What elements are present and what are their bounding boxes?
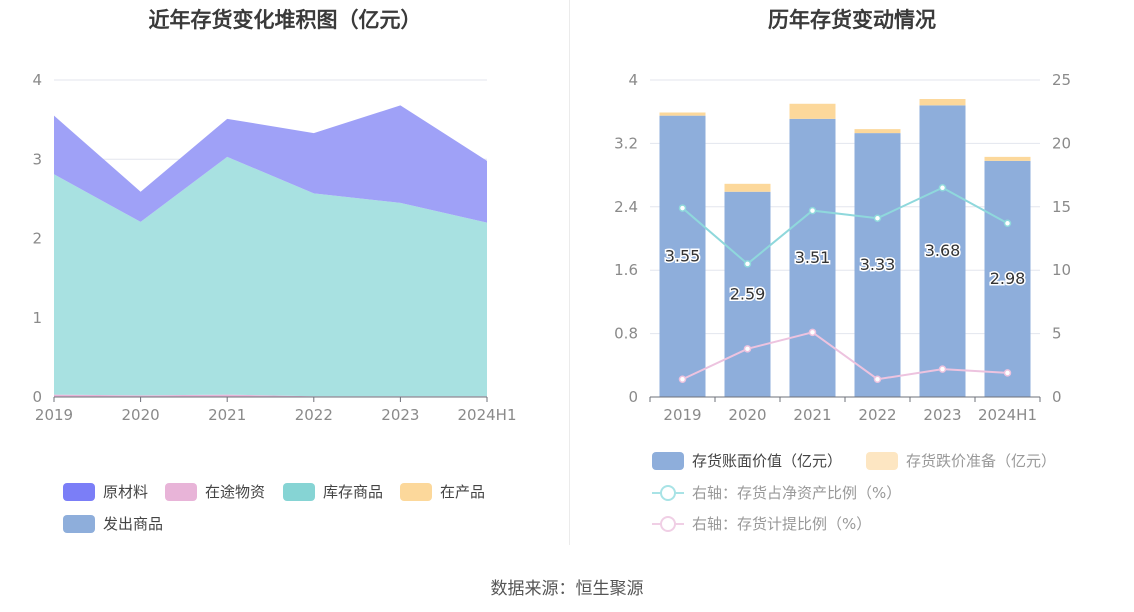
legend-swatch [165, 482, 197, 501]
area-series-在途物资 [54, 394, 487, 397]
legend-label: 发出商品 [103, 515, 164, 533]
bar-book-value [789, 118, 836, 398]
legend-label: 存货账面价值（亿元） [692, 452, 843, 470]
left-y-tick-label: 3 [32, 150, 42, 168]
right-y2-tick-label: 5 [1052, 325, 1062, 343]
bar-impairment [984, 156, 1031, 161]
legend-item-shipped-goods[interactable]: 发出商品 [63, 513, 163, 534]
right-x-tick-label: 2024H1 [978, 406, 1037, 424]
bar-impairment [854, 129, 901, 134]
legend-item-wip[interactable]: 在产品 [400, 481, 485, 502]
line-point [743, 260, 752, 268]
data-source: 数据来源：恒生聚源 [490, 579, 644, 599]
left-x-tick-label: 2022 [295, 406, 333, 424]
bar-book-value [724, 191, 771, 397]
bar-impairment [659, 112, 706, 116]
line-point [678, 375, 687, 383]
right-y-tick-label: 0.8 [614, 325, 638, 343]
right-y-tick-label: 1.6 [614, 261, 638, 279]
line-point [873, 214, 882, 222]
bar-impairment [919, 99, 966, 106]
bar-data-label: 2.98 [990, 269, 1026, 288]
legend-item-provision-ratio[interactable]: 右轴：存货计提比例（%） [652, 513, 871, 534]
legend-label: 在途物资 [205, 483, 266, 501]
line-point [938, 184, 947, 192]
legend-label: 右轴：存货计提比例（%） [692, 515, 872, 533]
area-series-原材料 [54, 105, 487, 223]
bar-data-label: 3.55 [665, 246, 701, 265]
legend-line-marker [652, 515, 684, 533]
legend-item-finished-goods[interactable]: 库存商品 [283, 481, 383, 502]
bar-book-value [919, 105, 966, 398]
legend-item-net-asset-ratio[interactable]: 右轴：存货占净资产比例（%） [652, 482, 901, 503]
bar-book-value [984, 160, 1031, 397]
right-x-tick-label: 2019 [663, 406, 701, 424]
left-y-tick-label: 0 [32, 388, 42, 406]
legend-item-raw-materials[interactable]: 原材料 [63, 481, 148, 502]
right-y2-tick-label: 10 [1052, 261, 1071, 279]
legend-swatch [63, 514, 95, 533]
right-y-tick-label: 4 [628, 71, 638, 89]
line-point [1003, 369, 1012, 377]
left-x-tick-label: 2019 [35, 406, 73, 424]
legend-item-impairment[interactable]: 存货跌价准备（亿元） [866, 450, 1056, 471]
right-x-tick-label: 2022 [858, 406, 896, 424]
area-series-库存商品 [54, 156, 487, 397]
bar-data-label: 3.68 [925, 241, 961, 260]
bar-impairment [724, 183, 771, 192]
legend-label: 库存商品 [323, 483, 384, 501]
right-x-tick-label: 2023 [923, 406, 961, 424]
right-y-tick-label: 0 [628, 388, 638, 406]
line-point [808, 328, 817, 337]
legend-line-marker [652, 484, 684, 502]
left-x-tick-label: 2020 [122, 406, 160, 424]
line-point [938, 365, 947, 373]
legend-label: 原材料 [103, 483, 149, 501]
left-chart-title: 近年存货变化堆积图（亿元） [148, 8, 422, 32]
line-point [1003, 219, 1012, 228]
bar-data-label: 2.59 [730, 284, 766, 303]
legend-swatch [866, 451, 898, 470]
left-x-tick-label: 2021 [208, 406, 246, 424]
legend-label: 存货跌价准备（亿元） [906, 452, 1057, 470]
right-y2-tick-label: 15 [1052, 198, 1071, 216]
line-series-net-asset-ratio [681, 186, 1008, 266]
left-x-tick-label: 2023 [381, 406, 419, 424]
line-series-provision-ratio [682, 331, 1008, 381]
legend-swatch [283, 482, 315, 501]
line-point [678, 204, 687, 212]
legend-swatch [400, 482, 432, 501]
right-y2-tick-label: 20 [1052, 134, 1071, 152]
left-y-tick-label: 1 [32, 309, 42, 327]
right-y2-tick-label: 25 [1052, 71, 1071, 89]
bar-data-label: 3.51 [795, 248, 831, 267]
bar-book-value [659, 115, 706, 397]
bar-book-value [854, 133, 901, 397]
right-y2-tick-label: 0 [1052, 388, 1062, 406]
legend-swatch [652, 451, 684, 470]
right-chart-title: 历年存货变动情况 [768, 8, 936, 32]
line-point [808, 206, 817, 215]
panel-divider [569, 0, 570, 545]
bar-data-label: 3.33 [860, 255, 896, 274]
bar-impairment [789, 103, 836, 119]
right-y-tick-label: 3.2 [614, 134, 638, 152]
right-x-tick-label: 2020 [728, 406, 766, 424]
legend-item-in-transit[interactable]: 在途物资 [165, 481, 265, 502]
right-x-tick-label: 2021 [793, 406, 831, 424]
legend-label: 在产品 [440, 483, 486, 501]
legend-item-book-value[interactable]: 存货账面价值（亿元） [652, 450, 842, 471]
left-y-tick-label: 4 [32, 71, 42, 89]
line-point [743, 345, 752, 353]
legend-label: 右轴：存货占净资产比例（%） [692, 484, 902, 502]
left-y-tick-label: 2 [32, 230, 42, 248]
left-x-tick-label: 2024H1 [458, 406, 517, 424]
legend-swatch [63, 482, 95, 501]
line-point [873, 375, 882, 383]
right-y-tick-label: 2.4 [614, 198, 638, 216]
